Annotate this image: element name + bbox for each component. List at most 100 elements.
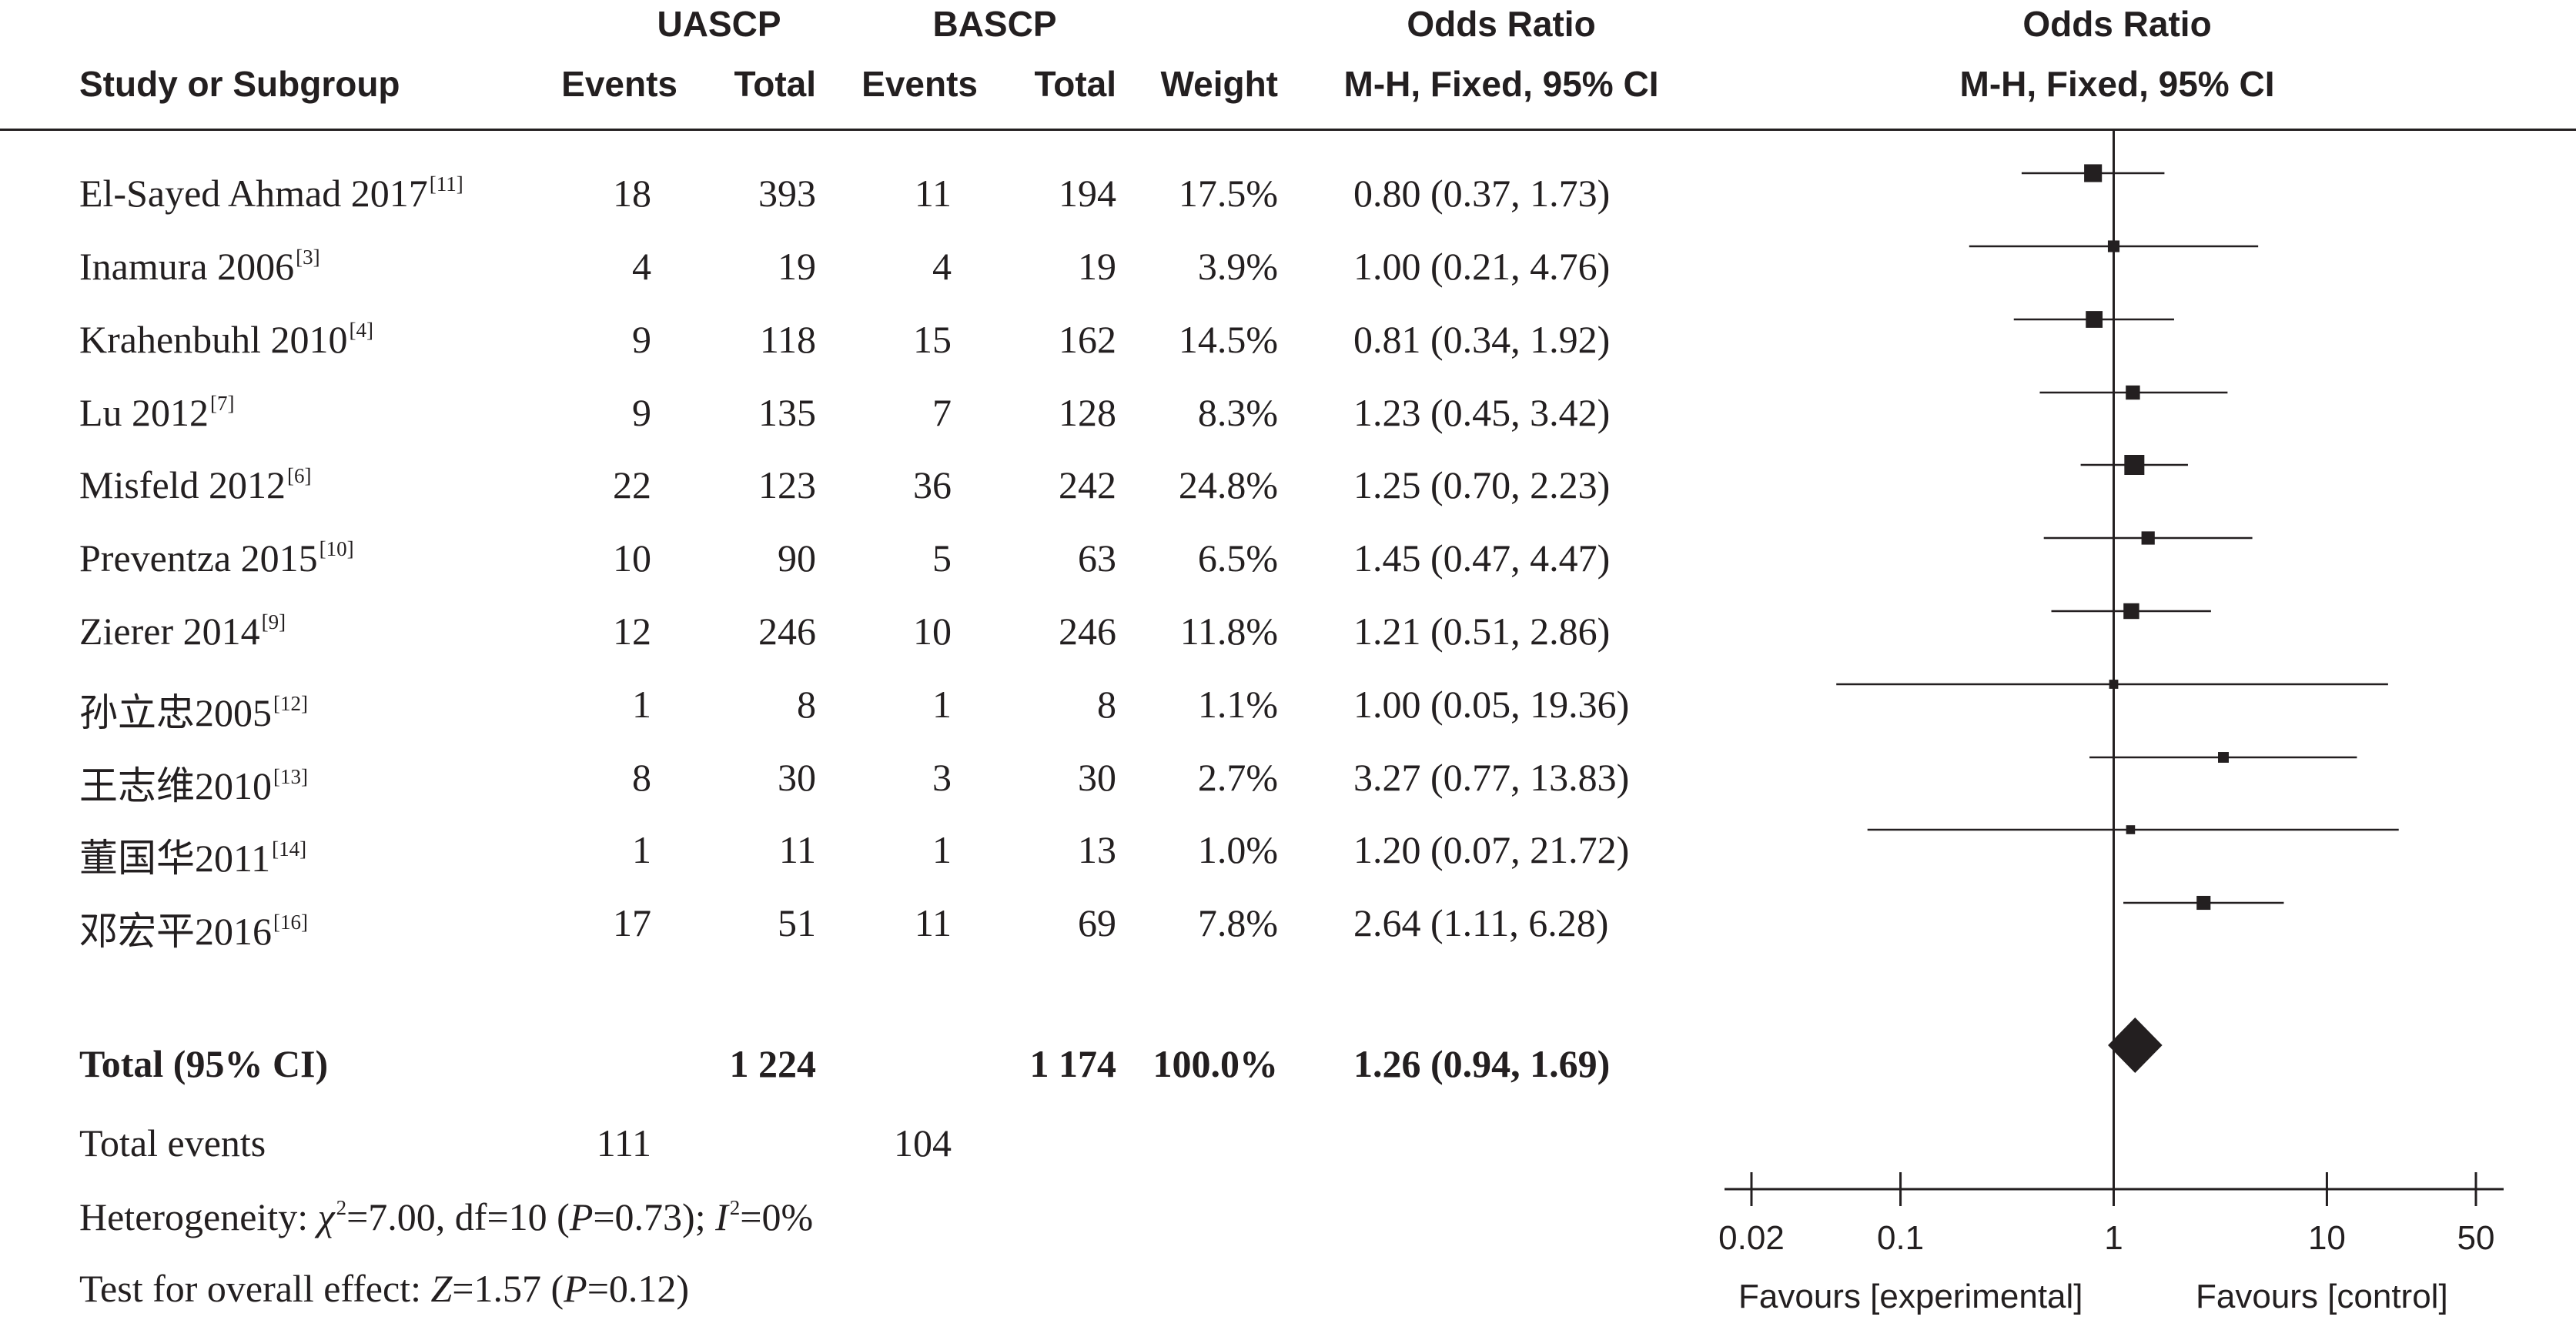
effect-square (2084, 164, 2103, 182)
total-ci: 1.26 (0.94, 1.69) (1353, 1042, 1611, 1085)
total-label: Total (95% CI) (79, 1042, 329, 1085)
study-name-text: Zierer 2014 (79, 610, 260, 653)
study-name-text: Misfeld 2012 (79, 463, 286, 506)
study-name: 王志维2010[13] (79, 755, 308, 810)
total1-cell: 51 (778, 901, 816, 944)
total1-cell: 246 (758, 610, 816, 653)
study-name: Preventza 2015[10] (79, 536, 354, 580)
total2-value: 1 174 (1029, 1042, 1117, 1085)
weight-cell: 14.5% (1178, 318, 1278, 361)
study-name-text: El-Sayed Ahmad 2017 (79, 172, 428, 215)
x-tick-label: 0.02 (1718, 1219, 1785, 1257)
favours-experimental-label: Favours [experimental] (1738, 1278, 2083, 1315)
total2-cell: 128 (1059, 391, 1116, 434)
total-events-label: Total events (79, 1121, 266, 1165)
study-reference: [6] (287, 464, 312, 487)
total1-cell: 19 (778, 245, 816, 288)
study-name: 邓宏平2016[16] (79, 901, 308, 956)
study-name: Lu 2012[7] (79, 390, 235, 435)
events1-cell: 4 (632, 245, 651, 288)
or-ci-cell: 0.80 (0.37, 1.73) (1353, 172, 1611, 215)
total2-cell: 242 (1059, 463, 1116, 506)
x-tick-label: 0.1 (1877, 1219, 1924, 1257)
study-name: Zierer 2014[9] (79, 609, 286, 653)
effect-square (2109, 680, 2119, 689)
total2-cell: 8 (1097, 683, 1116, 726)
weight-cell: 7.8% (1197, 901, 1278, 944)
total1-cell: 8 (797, 683, 816, 726)
study-name: Misfeld 2012[6] (79, 463, 312, 507)
events1-cell: 18 (613, 172, 651, 215)
study-name-text: Krahenbuhl 2010 (79, 318, 348, 361)
study-name: El-Sayed Ahmad 2017[11] (79, 171, 463, 216)
effect-square (2141, 531, 2155, 545)
events1-cell: 1 (632, 828, 651, 871)
study-reference: [4] (349, 319, 374, 342)
study-name: Inamura 2006[3] (79, 244, 320, 289)
header-rule (0, 129, 2576, 131)
events1-header: Events (561, 64, 677, 104)
study-reference: [11] (429, 172, 463, 195)
total-weight: 100.0% (1153, 1042, 1279, 1085)
total2-header: Total (1034, 64, 1116, 104)
study-name-text: 王志维2010 (79, 764, 272, 807)
total1-header: Total (734, 64, 816, 104)
effect-square (2126, 825, 2136, 834)
pooled-diamond (2108, 1018, 2163, 1073)
study-reference: [14] (272, 837, 307, 861)
events1-cell: 8 (632, 756, 651, 799)
total2-cell: 30 (1078, 756, 1116, 799)
events2-cell: 7 (932, 391, 952, 434)
or-ci-cell: 1.23 (0.45, 3.42) (1353, 391, 1611, 434)
weight-cell: 8.3% (1197, 391, 1278, 434)
events1-cell: 10 (613, 536, 651, 580)
total1-cell: 118 (759, 318, 816, 361)
study-name-text: 董国华2011 (79, 837, 271, 880)
events2-cell: 10 (913, 610, 952, 653)
overall-effect-text: Test for overall effect: Z=1.57 (P=0.12) (79, 1267, 690, 1310)
weight-cell: 11.8% (1179, 610, 1278, 653)
events1-cell: 22 (613, 463, 651, 506)
or-column-subtitle: M-H, Fixed, 95% CI (1343, 64, 1659, 104)
study-reference: [12] (273, 692, 308, 715)
weight-header: Weight (1160, 64, 1278, 104)
effect-square (2218, 752, 2229, 763)
or-ci-cell: 2.64 (1.11, 6.28) (1353, 901, 1609, 944)
effect-square (2123, 603, 2139, 620)
weight-cell: 24.8% (1178, 463, 1278, 506)
events2-cell: 11 (914, 901, 952, 944)
events1-cell: 9 (632, 391, 651, 434)
or-ci-cell: 3.27 (0.77, 13.83) (1353, 756, 1630, 799)
study-reference: [3] (296, 246, 320, 269)
study-name-text: 孙立忠2005 (79, 691, 272, 734)
study-reference: [10] (319, 537, 354, 560)
or-ci-cell: 0.81 (0.34, 1.92) (1353, 318, 1611, 361)
or-ci-cell: 1.20 (0.07, 21.72) (1353, 828, 1630, 871)
total1-value: 1 224 (729, 1042, 817, 1085)
study-reference: [9] (261, 610, 286, 633)
events2-cell: 36 (913, 463, 952, 506)
total2-cell: 19 (1078, 245, 1116, 288)
or-ci-cell: 1.21 (0.51, 2.86) (1353, 610, 1611, 653)
total1-cell: 135 (758, 391, 816, 434)
weight-cell: 17.5% (1178, 172, 1278, 215)
weight-cell: 1.1% (1197, 683, 1278, 726)
total1-cell: 393 (758, 172, 816, 215)
effect-square (2107, 240, 2120, 252)
effect-square (2126, 385, 2140, 400)
study-name: Krahenbuhl 2010[4] (79, 317, 373, 362)
study-name-text: Lu 2012 (79, 391, 209, 434)
total1-cell: 11 (778, 828, 816, 871)
events2-header: Events (861, 64, 978, 104)
favours-control-label: Favours [control] (2196, 1278, 2448, 1315)
events2-cell: 3 (932, 756, 952, 799)
events2-cell: 11 (914, 172, 952, 215)
or-ci-cell: 1.25 (0.70, 2.23) (1353, 463, 1611, 506)
study-name-text: Inamura 2006 (79, 245, 295, 288)
total2-cell: 162 (1059, 318, 1116, 361)
events2-cell: 1 (932, 828, 952, 871)
total-events2: 104 (894, 1121, 952, 1165)
group1-header: UASCP (657, 4, 781, 44)
study-name: 董国华2011[14] (79, 827, 306, 883)
